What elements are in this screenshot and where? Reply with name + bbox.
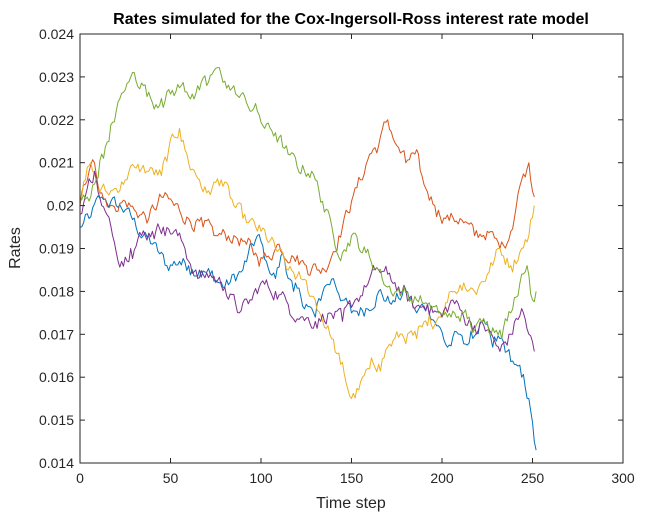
x-tick-label: 0 <box>76 470 84 486</box>
chart-title: Rates simulated for the Cox-Ingersoll-Ro… <box>113 11 589 28</box>
x-tick-label: 250 <box>521 470 545 486</box>
y-tick-label: 0.022 <box>39 112 74 128</box>
x-tick-label: 50 <box>163 470 179 486</box>
y-axis-ticks: 0.014 0.015 0.016 0.017 0.018 0.019 0.02 0.021 0… <box>39 26 623 471</box>
y-tick-label: 0.017 <box>39 326 74 342</box>
y-tick-label: 0.024 <box>39 26 74 42</box>
y-tick-label: 0.023 <box>39 69 74 85</box>
y-tick-label: 0.02 <box>47 198 74 214</box>
x-tick-label: 150 <box>340 470 364 486</box>
y-tick-label: 0.018 <box>39 283 74 299</box>
series-line-2 <box>79 119 535 276</box>
plot-area <box>80 34 623 463</box>
series-line-4 <box>79 170 535 352</box>
series-line-1 <box>79 195 537 451</box>
y-tick-label: 0.015 <box>39 412 74 428</box>
x-axis-ticks: 0 50 100 150 200 250 300 <box>76 34 635 486</box>
series-line-3 <box>79 127 535 400</box>
y-tick-label: 0.019 <box>39 241 74 257</box>
x-tick-label: 200 <box>430 470 454 486</box>
y-tick-label: 0.021 <box>39 155 74 171</box>
x-tick-label: 100 <box>249 470 273 486</box>
x-tick-label: 300 <box>611 470 635 486</box>
y-tick-label: 0.014 <box>39 455 74 471</box>
y-tick-label: 0.016 <box>39 369 74 385</box>
x-axis-label: Time step <box>316 495 386 512</box>
series-lines <box>79 67 537 451</box>
series-line-5 <box>79 67 537 340</box>
y-axis-label: Rates <box>7 227 24 269</box>
